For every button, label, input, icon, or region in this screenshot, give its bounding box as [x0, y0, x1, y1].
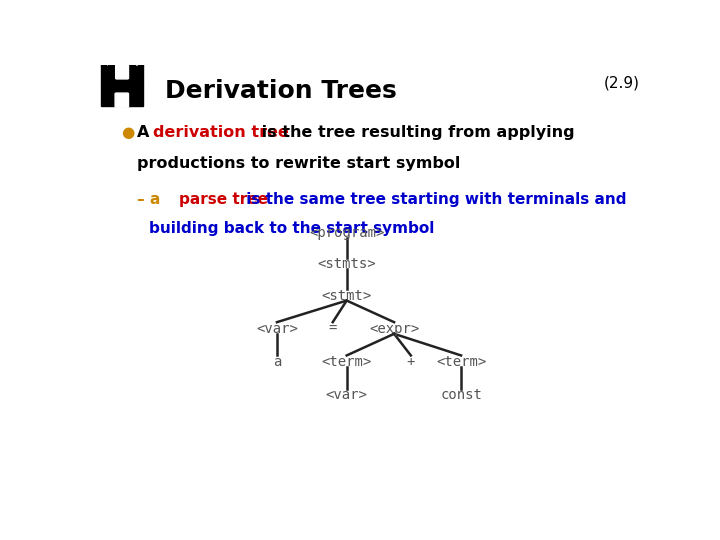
Text: +: +: [407, 355, 415, 369]
Text: <program>: <program>: [309, 226, 384, 240]
Text: <var>: <var>: [256, 322, 298, 336]
Text: <expr>: <expr>: [369, 322, 419, 336]
Bar: [101, 61, 106, 66]
Text: a: a: [273, 355, 281, 369]
Text: <stmt>: <stmt>: [322, 288, 372, 302]
Text: – a: – a: [138, 192, 166, 207]
Text: Derivation Trees: Derivation Trees: [166, 79, 397, 103]
Bar: [109, 61, 114, 66]
Bar: [126, 53, 131, 58]
Text: <term>: <term>: [322, 355, 372, 369]
Text: is the tree resulting from applying: is the tree resulting from applying: [256, 125, 575, 140]
FancyBboxPatch shape: [116, 65, 128, 79]
Text: <stmts>: <stmts>: [318, 258, 376, 272]
Text: productions to rewrite start symbol: productions to rewrite start symbol: [138, 156, 461, 171]
Text: building back to the start symbol: building back to the start symbol: [148, 221, 434, 236]
Text: =: =: [328, 322, 337, 336]
Text: <var>: <var>: [325, 388, 368, 402]
Bar: [101, 84, 143, 106]
Text: ●: ●: [121, 125, 134, 140]
Text: derivation tree: derivation tree: [153, 125, 289, 140]
Bar: [131, 61, 135, 66]
Text: is the same tree starting with terminals and: is the same tree starting with terminals…: [240, 192, 626, 207]
Bar: [131, 66, 143, 84]
Text: <term>: <term>: [436, 355, 486, 369]
Bar: [138, 61, 143, 66]
Bar: [101, 66, 114, 84]
FancyBboxPatch shape: [115, 93, 128, 107]
Bar: [114, 58, 131, 84]
Bar: [114, 53, 118, 58]
Text: parse tree: parse tree: [179, 192, 269, 207]
Text: A: A: [138, 125, 156, 140]
Bar: [121, 53, 124, 58]
Text: (2.9): (2.9): [603, 75, 639, 90]
Text: const: const: [440, 388, 482, 402]
